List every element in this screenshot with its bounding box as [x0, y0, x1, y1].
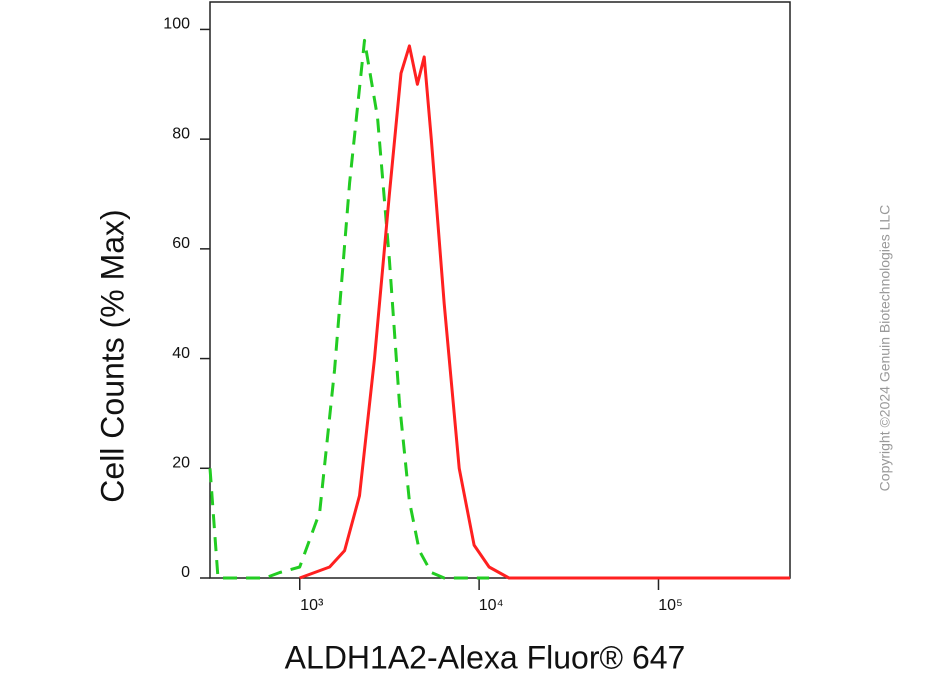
copyright: Copyright ©2024 Genuin Biotechnologies L…: [877, 205, 893, 492]
y-tick-label: 0: [181, 564, 190, 581]
x-tick-label: 10⁴: [479, 597, 504, 614]
plot-frame: [209, 1, 791, 579]
series-line: [299, 44, 790, 580]
y-tick-label: 20: [172, 455, 190, 472]
x-axis-title: ALDH1A2-Alexa Fluor® 647: [285, 639, 686, 675]
y-axis-title: Cell Counts (% Max): [94, 209, 130, 502]
series-line: [208, 38, 490, 580]
y-tick-label: 80: [172, 125, 190, 142]
y-tick-label: 60: [172, 235, 190, 252]
x-tick-label: 10³: [300, 597, 324, 614]
y-tick-label: 100: [163, 16, 190, 33]
y-tick-label: 40: [172, 345, 190, 362]
x-tick-label: 10⁵: [658, 597, 682, 614]
